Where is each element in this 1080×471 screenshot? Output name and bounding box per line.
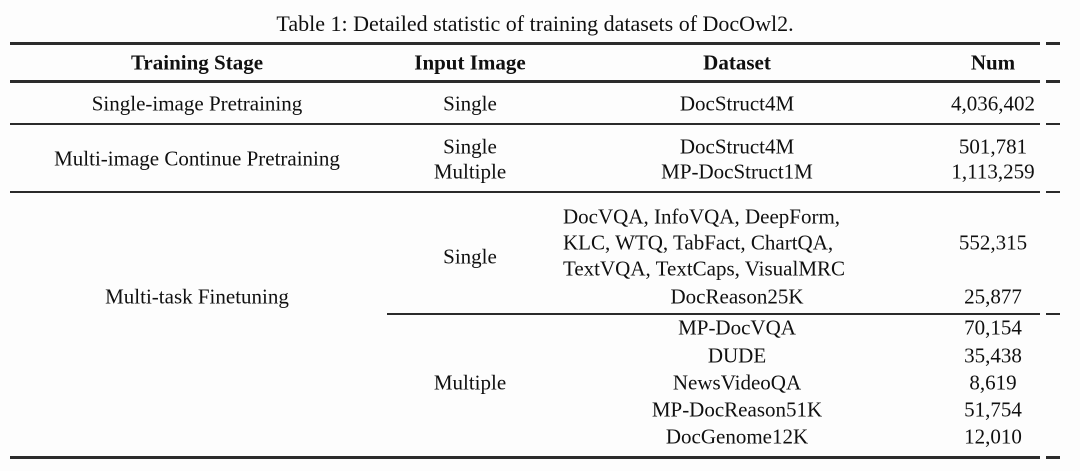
partial-rule-finetuning bbox=[387, 313, 1060, 315]
stage2-row2-dataset: MP-DocStruct1M bbox=[661, 159, 813, 184]
stage2-row1-dataset: DocStruct4M bbox=[679, 134, 795, 159]
stage3-docreason-dataset: DocReason25K bbox=[670, 284, 804, 309]
col-header-num: Num bbox=[970, 50, 1016, 75]
stage3-label: Multi-task Finetuning bbox=[105, 284, 289, 309]
stage3-single-dataset-line2: KLC, WTQ, TabFact, ChartQA, bbox=[563, 230, 834, 255]
stage3-single-num: 552,315 bbox=[958, 230, 1028, 255]
stage1-num: 4,036,402 bbox=[951, 91, 1035, 116]
stage2-row1-input: Single bbox=[443, 134, 497, 159]
col-header-dataset: Dataset bbox=[703, 50, 771, 75]
stage3-single-dataset-line3: TextVQA, TextCaps, VisualMRC bbox=[563, 256, 846, 281]
stage1-label: Single-image Pretraining bbox=[91, 91, 303, 116]
stage3-mrow1-num: 70,154 bbox=[964, 315, 1022, 340]
rule-after-stage1 bbox=[10, 123, 1060, 125]
col-header-input-image: Input Image bbox=[414, 50, 526, 75]
stage3-single-dataset-line1: DocVQA, InfoVQA, DeepForm, bbox=[563, 204, 841, 229]
stage3-docreason-num: 25,877 bbox=[964, 284, 1022, 309]
stage1-input: Single bbox=[443, 91, 497, 116]
stage3-mrow3-num: 8,619 bbox=[969, 370, 1017, 395]
stage2-label: Multi-image Continue Pretraining bbox=[54, 146, 340, 171]
stage3-mrow2-num: 35,438 bbox=[964, 343, 1022, 368]
stage1-dataset: DocStruct4M bbox=[679, 91, 795, 116]
header-bottom-rule bbox=[10, 80, 1060, 83]
stage3-mrow5-num: 12,010 bbox=[964, 424, 1022, 449]
stage2-row1-num: 501,781 bbox=[958, 134, 1028, 159]
stage2-row2-num: 1,113,259 bbox=[951, 159, 1035, 184]
stage3-mrow4-dataset: MP-DocReason51K bbox=[651, 397, 823, 422]
stage3-mrow3-dataset: NewsVideoQA bbox=[672, 370, 802, 395]
table-caption: Table 1: Detailed statistic of training … bbox=[276, 11, 794, 36]
stage2-row2-input: Multiple bbox=[433, 159, 507, 184]
stage3-single-input: Single bbox=[443, 244, 497, 269]
rule-after-stage2 bbox=[10, 191, 1060, 193]
stage3-mrow5-dataset: DocGenome12K bbox=[665, 424, 809, 449]
table-top-rule bbox=[10, 42, 1060, 45]
col-header-training-stage: Training Stage bbox=[130, 50, 264, 75]
stage3-mrow1-dataset: MP-DocVQA bbox=[678, 315, 796, 340]
table-bottom-rule bbox=[10, 456, 1060, 459]
stage3-multiple-input: Multiple bbox=[433, 370, 507, 395]
stage3-mrow4-num: 51,754 bbox=[964, 397, 1022, 422]
stage3-mrow2-dataset: DUDE bbox=[707, 343, 767, 368]
